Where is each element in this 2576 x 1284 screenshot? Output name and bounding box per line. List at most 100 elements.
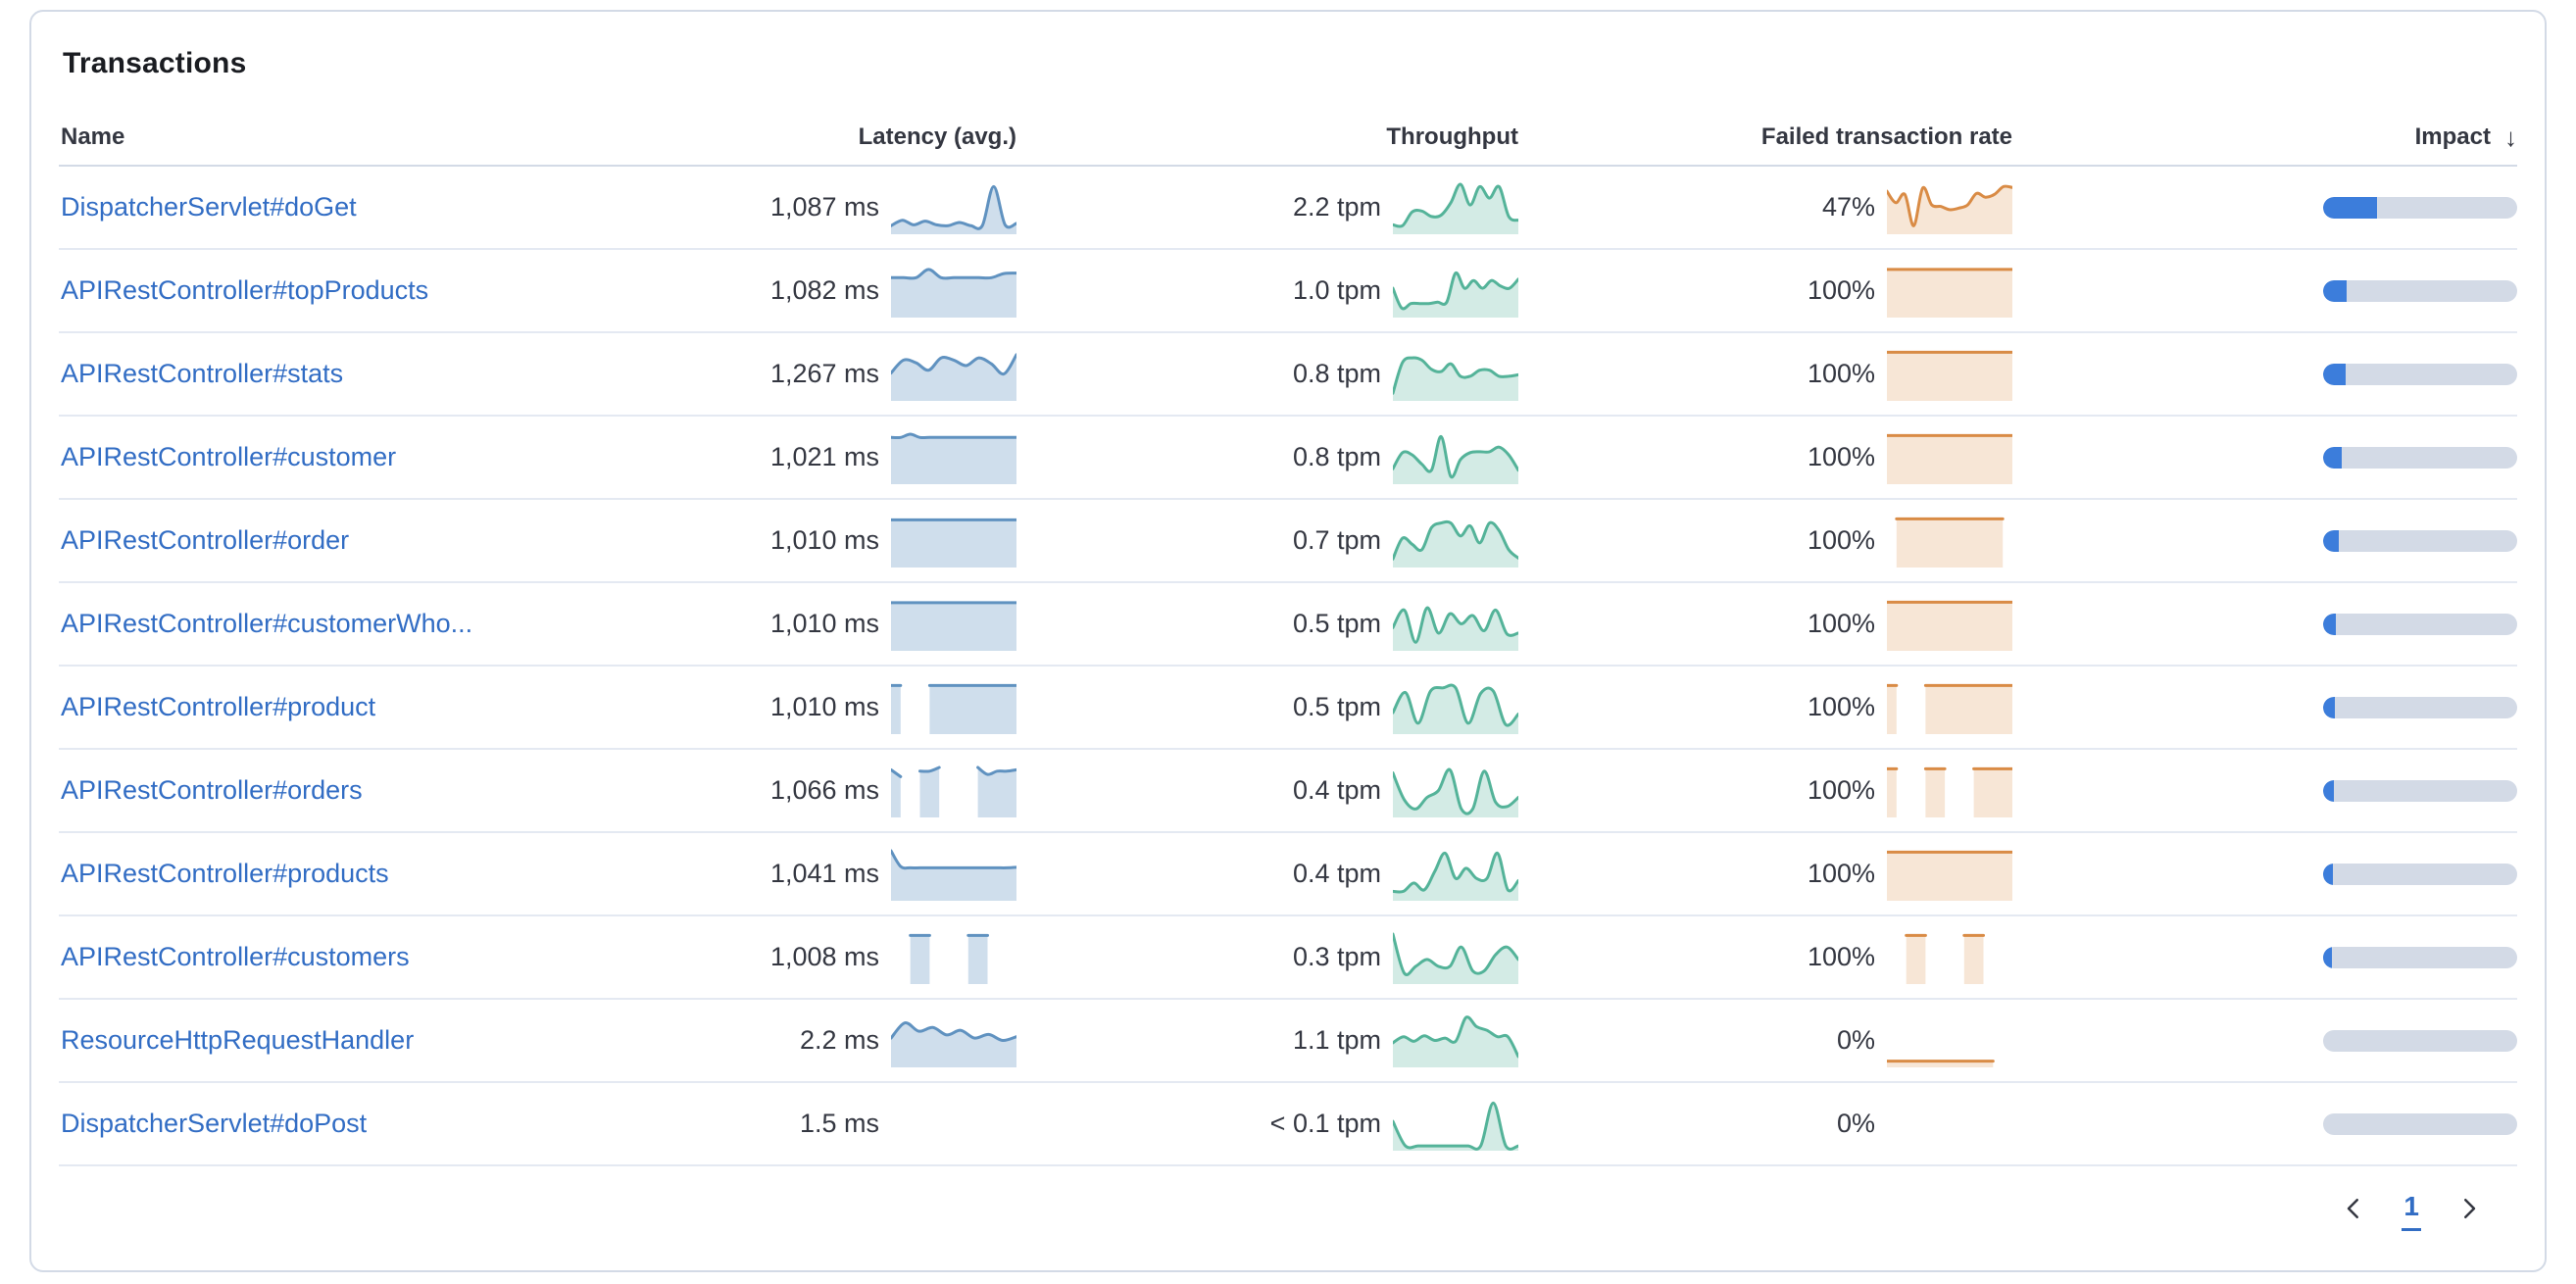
throughput-cell: 0.7 tpm: [1016, 513, 1518, 569]
latency-value: 1,267 ms: [769, 359, 879, 388]
latency-cell: 1,021 ms: [664, 429, 1016, 486]
transaction-link[interactable]: ResourceHttpRequestHandler: [61, 1025, 415, 1055]
transaction-link[interactable]: APIRestController#orders: [61, 775, 363, 805]
column-header-throughput[interactable]: Throughput: [1386, 123, 1518, 150]
latency-cell: 1,008 ms: [664, 929, 1016, 986]
failed-rate-value: 100%: [1807, 609, 1875, 638]
impact-bar-fill: [2323, 363, 2346, 385]
table-row: DispatcherServlet#doGet 1,087 ms 2.2 tpm 47…: [59, 167, 2517, 250]
latency-cell: 1,010 ms: [664, 513, 1016, 569]
transaction-link[interactable]: DispatcherServlet#doPost: [61, 1109, 368, 1138]
prev-page-button[interactable]: [2339, 1188, 2368, 1231]
throughput-cell: 0.5 tpm: [1016, 679, 1518, 736]
throughput-value: 0.7 tpm: [1292, 525, 1381, 555]
column-header-impact[interactable]: Impact ↓: [2012, 123, 2517, 151]
table-row: APIRestController#order 1,010 ms 0.7 tpm 10…: [59, 500, 2517, 583]
chevron-left-icon: [2339, 1194, 2368, 1226]
latency-value: 1,066 ms: [769, 775, 879, 805]
impact-bar: [2323, 863, 2517, 885]
failed-rate-value: 100%: [1807, 692, 1875, 721]
latency-value: 1,010 ms: [769, 525, 879, 555]
latency-sparkline: [891, 596, 1016, 653]
failed-rate-cell: 100%: [1518, 846, 2012, 903]
throughput-cell: 0.8 tpm: [1016, 429, 1518, 486]
impact-bar: [2323, 696, 2517, 718]
impact-cell: [2012, 529, 2517, 552]
latency-sparkline: [891, 513, 1016, 569]
failed-rate-value: 100%: [1807, 275, 1875, 305]
next-page-button[interactable]: [2454, 1188, 2484, 1231]
throughput-value: 0.5 tpm: [1292, 609, 1381, 638]
throughput-cell: < 0.1 tpm: [1016, 1096, 1518, 1153]
impact-cell: [2012, 696, 2517, 718]
chevron-right-icon: [2454, 1194, 2484, 1226]
throughput-sparkline: [1393, 179, 1518, 236]
transaction-name-cell: APIRestController#stats: [59, 359, 664, 389]
throughput-sparkline: [1393, 1012, 1518, 1069]
latency-sparkline: [891, 1012, 1016, 1069]
latency-cell: 1,267 ms: [664, 346, 1016, 403]
latency-sparkline: [891, 679, 1016, 736]
transaction-name-cell: DispatcherServlet#doPost: [59, 1109, 664, 1139]
transaction-name-cell: ResourceHttpRequestHandler: [59, 1025, 664, 1056]
latency-sparkline: [891, 263, 1016, 320]
failed-rate-sparkline: [1887, 263, 2012, 320]
impact-cell: [2012, 1112, 2517, 1135]
transaction-link[interactable]: APIRestController#products: [61, 859, 389, 888]
impact-bar-fill: [2323, 779, 2334, 802]
throughput-value: 0.8 tpm: [1292, 442, 1381, 471]
transaction-link[interactable]: APIRestController#customers: [61, 942, 410, 971]
latency-value: 1,021 ms: [769, 442, 879, 471]
failed-rate-sparkline: [1887, 1096, 2012, 1153]
impact-bar: [2323, 1112, 2517, 1135]
column-header-name[interactable]: Name: [61, 123, 125, 150]
table-body: DispatcherServlet#doGet 1,087 ms 2.2 tpm 47…: [59, 167, 2517, 1166]
failed-rate-value: 100%: [1807, 859, 1875, 888]
failed-rate-value: 100%: [1807, 942, 1875, 971]
impact-bar-fill: [2323, 446, 2342, 469]
transaction-name-cell: DispatcherServlet#doGet: [59, 192, 664, 222]
throughput-sparkline: [1393, 513, 1518, 569]
page-1-button[interactable]: 1: [2402, 1188, 2421, 1231]
failed-rate-sparkline: [1887, 179, 2012, 236]
failed-rate-sparkline: [1887, 429, 2012, 486]
table-header-row: Name Latency (avg.) Throughput Failed tr…: [59, 110, 2517, 167]
failed-rate-sparkline: [1887, 1012, 2012, 1069]
throughput-value: 0.4 tpm: [1292, 859, 1381, 888]
transaction-link[interactable]: APIRestController#stats: [61, 359, 344, 388]
throughput-value: 0.5 tpm: [1292, 692, 1381, 721]
impact-bar: [2323, 529, 2517, 552]
failed-rate-sparkline: [1887, 763, 2012, 819]
failed-rate-cell: 100%: [1518, 513, 2012, 569]
throughput-cell: 0.8 tpm: [1016, 346, 1518, 403]
throughput-value: 0.3 tpm: [1292, 942, 1381, 971]
column-header-failed-rate[interactable]: Failed transaction rate: [1760, 123, 2012, 150]
table-row: APIRestController#customerWho... 1,010 ms…: [59, 583, 2517, 667]
throughput-value: 1.1 tpm: [1292, 1025, 1381, 1055]
latency-sparkline: [891, 346, 1016, 403]
impact-bar: [2323, 946, 2517, 968]
transaction-link[interactable]: APIRestController#customer: [61, 442, 397, 471]
impact-bar-fill: [2323, 279, 2347, 302]
failed-rate-cell: 100%: [1518, 429, 2012, 486]
table-row: APIRestController#products 1,041 ms 0.4 tp…: [59, 833, 2517, 916]
transaction-link[interactable]: APIRestController#order: [61, 525, 350, 555]
failed-rate-value: 47%: [1821, 192, 1875, 222]
column-header-latency[interactable]: Latency (avg.): [858, 123, 1016, 150]
latency-value: 1,082 ms: [769, 275, 879, 305]
throughput-sparkline: [1393, 763, 1518, 819]
transaction-link[interactable]: APIRestController#product: [61, 692, 376, 721]
failed-rate-sparkline: [1887, 346, 2012, 403]
throughput-value: < 0.1 tpm: [1269, 1109, 1381, 1138]
latency-value: 1,010 ms: [769, 609, 879, 638]
throughput-value: 1.0 tpm: [1292, 275, 1381, 305]
failed-rate-value: 100%: [1807, 775, 1875, 805]
impact-cell: [2012, 863, 2517, 885]
transaction-link[interactable]: APIRestController#customerWho...: [61, 609, 473, 638]
impact-cell: [2012, 779, 2517, 802]
impact-bar: [2323, 613, 2517, 635]
latency-cell: 1,082 ms: [664, 263, 1016, 320]
transaction-link[interactable]: APIRestController#topProducts: [61, 275, 429, 305]
latency-sparkline: [891, 179, 1016, 236]
transaction-link[interactable]: DispatcherServlet#doGet: [61, 192, 357, 222]
